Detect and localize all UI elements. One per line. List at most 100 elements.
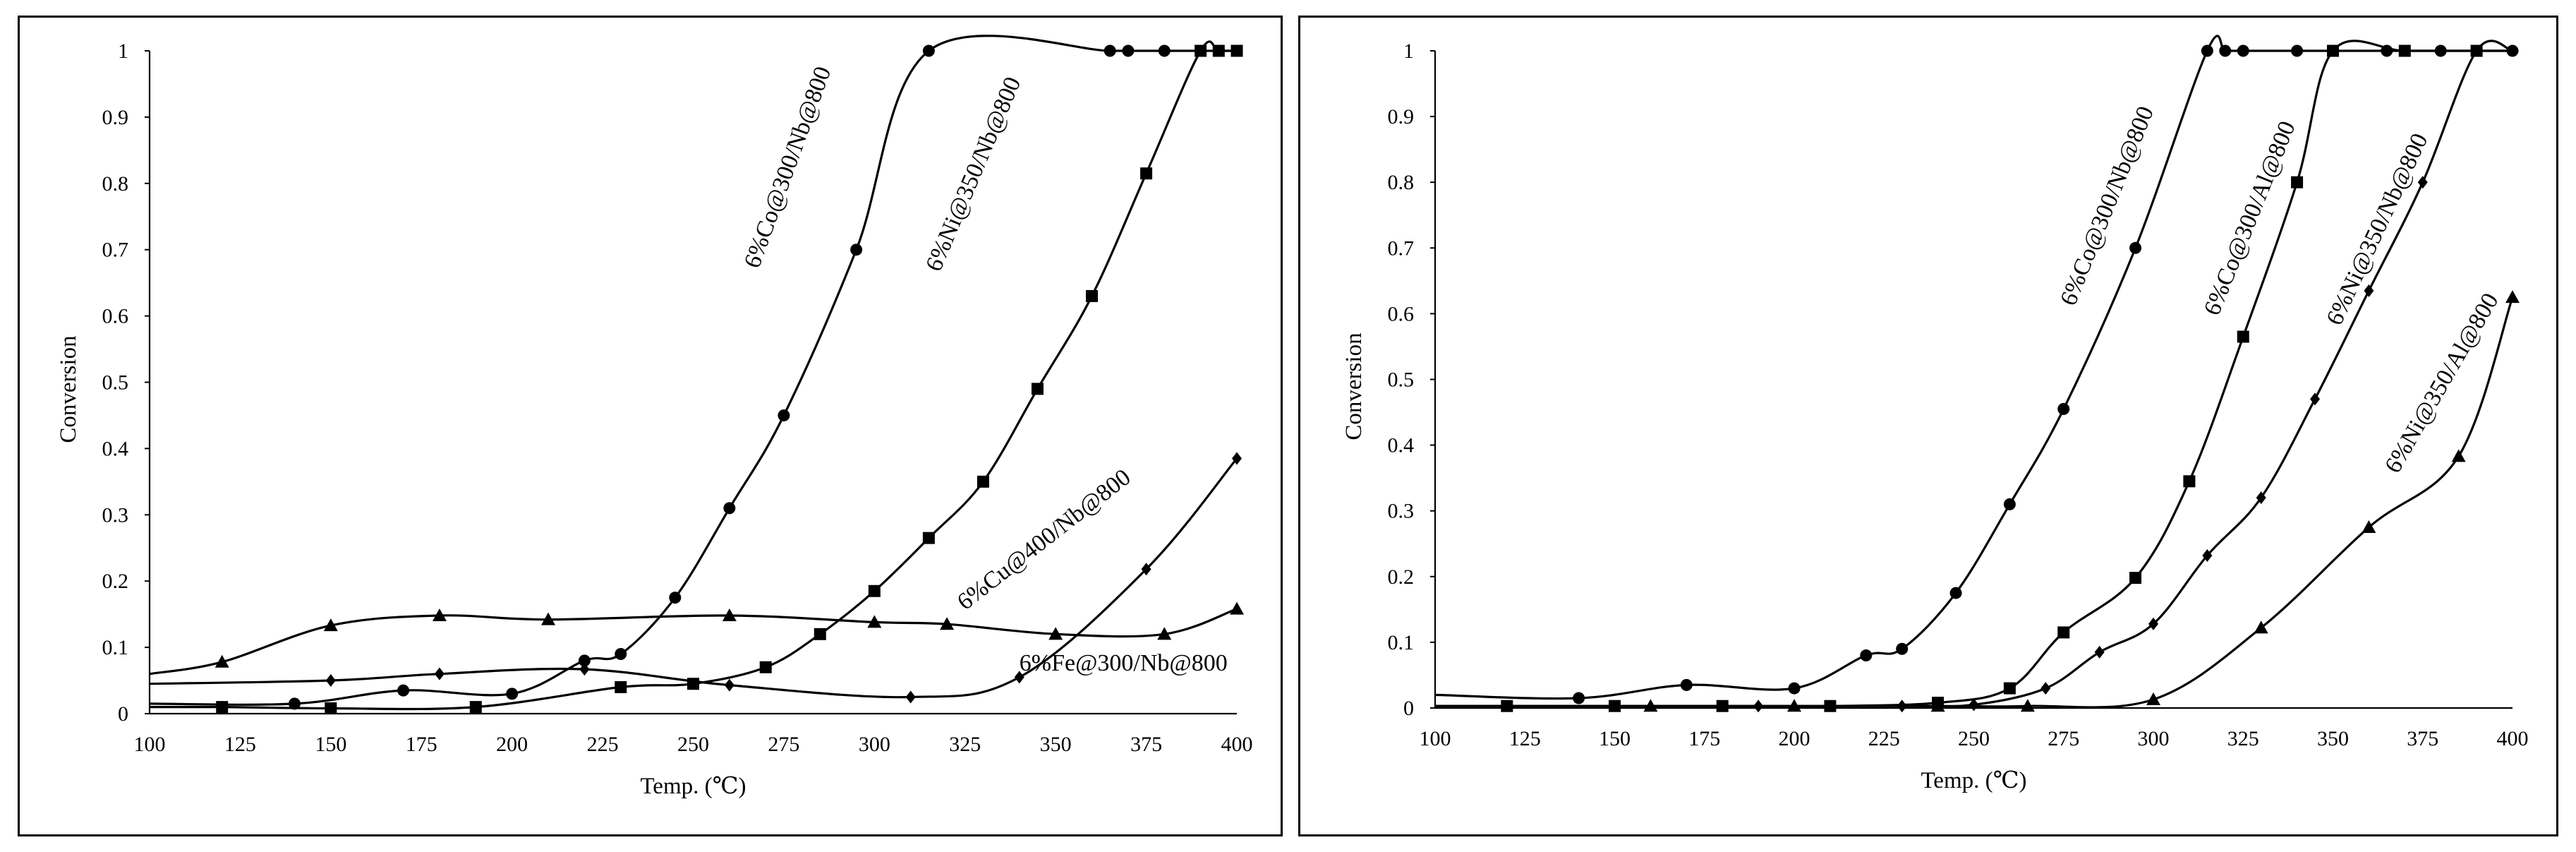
- right-chart-panel: 0 0.1 0.2 0.3 0.4 0.5 0.6 0.7 0.8 0.9 1 100 125 150 17…: [1298, 16, 2558, 836]
- series-line: [149, 608, 1238, 676]
- data-point-square: [814, 628, 826, 640]
- y-tick-label: 0: [1403, 697, 1414, 720]
- data-point-diamond: [2040, 682, 2051, 695]
- series-square: [149, 40, 1243, 714]
- data-point-triangle: [1930, 699, 1945, 712]
- data-point-circle: [1949, 587, 1962, 599]
- data-point-diamond: [2310, 392, 2321, 406]
- left-chart-panel: 0 0.1 0.2 0.3 0.4 0.5 0.6 0.7 0.8 0.9 1 100 125 150 17…: [18, 16, 1283, 836]
- data-point-diamond: [1141, 563, 1151, 576]
- x-tick-label: 100: [134, 733, 166, 756]
- data-point-square: [759, 661, 772, 673]
- y-tick-label: 0.4: [1388, 434, 1415, 457]
- y-tick-label: 0.8: [102, 172, 129, 196]
- data-point-circle: [1122, 44, 1135, 57]
- x-tick-label: 175: [1688, 727, 1720, 750]
- x-tick-label: 200: [496, 733, 528, 756]
- data-point-square: [2291, 176, 2304, 188]
- x-tick-label: 200: [1779, 727, 1810, 750]
- data-point-diamond: [434, 667, 445, 680]
- y-tick-label: 0.7: [102, 239, 129, 262]
- y-tick-label: 0.9: [102, 106, 129, 129]
- series-line: [1434, 35, 2512, 700]
- data-point-triangle: [2146, 692, 2160, 705]
- series-line: [149, 40, 1237, 711]
- series-label: 6%Ni@350/Nb@800: [921, 73, 1026, 275]
- data-point-circle: [2057, 402, 2070, 415]
- data-point-diamond: [2364, 284, 2374, 297]
- data-point-diamond: [2202, 549, 2213, 563]
- y-tick-label: 0.6: [102, 305, 129, 328]
- data-point-circle: [2129, 241, 2142, 254]
- data-point-diamond: [1232, 452, 1242, 465]
- series-circle: [149, 35, 1237, 710]
- data-point-circle: [1788, 682, 1801, 695]
- data-point-circle: [1158, 44, 1171, 57]
- series-label: 6%Ni@350/Nb@800: [2321, 129, 2433, 329]
- data-point-circle: [922, 44, 935, 57]
- data-point-triangle: [1787, 699, 1801, 712]
- data-point-diamond: [579, 663, 590, 676]
- x-tick-label: 325: [2227, 727, 2259, 750]
- x-axis-title: Temp. (℃): [640, 774, 746, 799]
- x-tick-label: 250: [1958, 727, 1990, 750]
- y-tick-label: 0: [118, 702, 128, 726]
- x-tick-label: 275: [768, 733, 799, 756]
- y-tick-label: 0.7: [1388, 236, 1415, 260]
- data-point-square: [1212, 44, 1225, 57]
- data-point-circle: [2201, 44, 2213, 57]
- right-chart: 0 0.1 0.2 0.3 0.4 0.5 0.6 0.7 0.8 0.9 1 100 125 150 17…: [1341, 35, 2529, 793]
- data-point-square: [1086, 289, 1099, 302]
- x-tick-label: 100: [1420, 727, 1451, 750]
- x-tick-label: 250: [677, 733, 709, 756]
- data-point-triangle: [2451, 449, 2466, 462]
- data-point-triangle: [940, 617, 955, 630]
- x-tick-label: 325: [949, 733, 981, 756]
- data-point-diamond: [1014, 671, 1024, 684]
- y-tick-label: 0.5: [1388, 368, 1415, 392]
- data-point-triangle: [1230, 601, 1244, 615]
- x-tick-label: 225: [587, 733, 619, 756]
- y-tick-label: 1: [1403, 40, 1414, 63]
- data-point-circle: [1896, 642, 1909, 655]
- data-point-square: [2398, 44, 2411, 57]
- data-point-triangle: [432, 608, 447, 622]
- data-point-square: [2129, 572, 2142, 584]
- x-tick-label: 400: [2497, 727, 2529, 750]
- data-point-diamond: [2148, 617, 2158, 630]
- x-tick-label: 225: [1868, 727, 1900, 750]
- y-tick-label: 0.3: [1388, 500, 1415, 523]
- x-tick-label: 125: [224, 733, 256, 756]
- y-tick-label: 0.2: [102, 570, 129, 593]
- data-point-square: [868, 584, 881, 597]
- data-point-triangle: [1048, 627, 1063, 640]
- series-circle: [1434, 35, 2519, 704]
- data-point-triangle: [722, 608, 737, 622]
- data-point-square: [2057, 626, 2070, 639]
- series-square: [1435, 40, 2512, 712]
- data-point-square: [1230, 44, 1243, 57]
- y-tick-label: 0.8: [1388, 171, 1415, 194]
- series-label: 6%Ni@350/Al@800: [2380, 289, 2504, 477]
- data-point-diamond: [1969, 698, 1979, 712]
- left-chart: 0 0.1 0.2 0.3 0.4 0.5 0.6 0.7 0.8 0.9 1 100 125 150 17…: [56, 35, 1253, 799]
- series-diamond: [149, 452, 1242, 704]
- data-point-diamond: [905, 690, 916, 704]
- data-point-square: [1195, 44, 1207, 57]
- data-point-circle: [1573, 692, 1585, 704]
- data-point-circle: [288, 697, 301, 710]
- x-tick-label: 350: [1040, 733, 1072, 756]
- data-point-circle: [1680, 678, 1693, 691]
- data-point-triangle: [2505, 290, 2520, 304]
- data-point-square: [976, 475, 989, 488]
- data-point-circle: [1860, 649, 1873, 662]
- data-point-circle: [1103, 44, 1116, 57]
- data-point-triangle: [323, 618, 338, 632]
- series-line: [1435, 296, 2514, 709]
- x-tick-label: 150: [1599, 727, 1631, 750]
- data-point-triangle: [2254, 620, 2268, 634]
- data-point-circle: [2003, 498, 2016, 510]
- x-tick-label: 175: [406, 733, 437, 756]
- x-tick-label: 400: [1221, 733, 1253, 756]
- x-tick-label: 300: [2138, 727, 2170, 750]
